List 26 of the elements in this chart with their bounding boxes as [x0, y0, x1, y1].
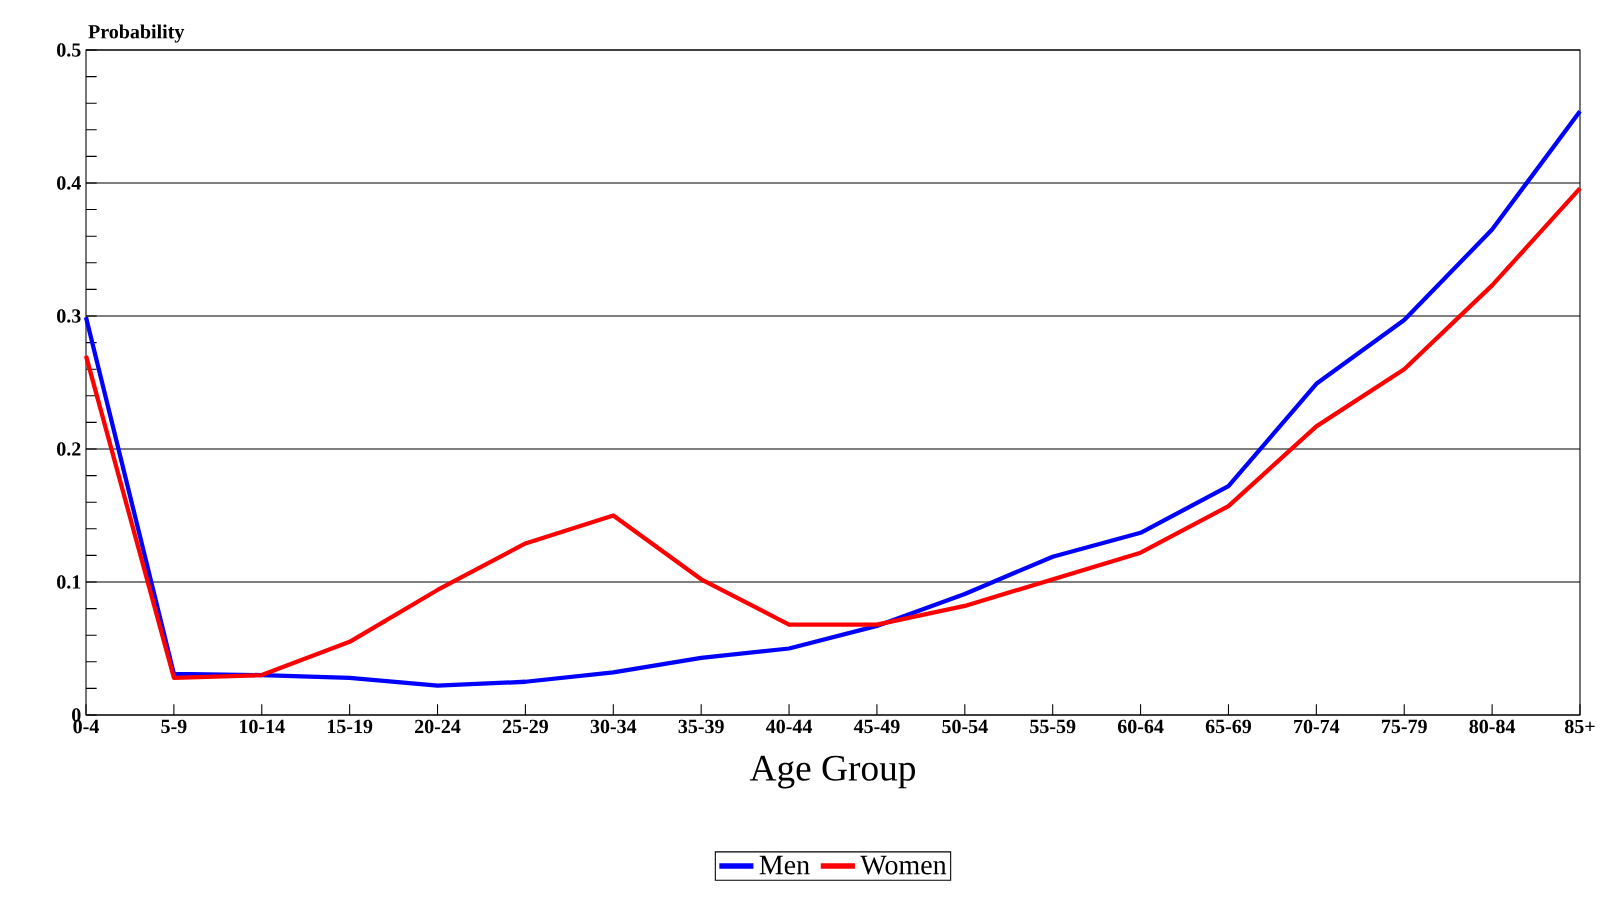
y-tick-label: 0.2 [57, 442, 81, 456]
x-tick-label: 75-79 [1382, 719, 1427, 734]
y-tick-label: 0.1 [57, 575, 81, 589]
x-tick-label: 20-24 [415, 719, 461, 734]
x-tick-label: 45-49 [853, 719, 900, 734]
x-tick-label: 10-14 [240, 719, 285, 734]
y-tick-label: 0.5 [57, 43, 81, 57]
x-tick-label: 60-64 [1117, 719, 1164, 734]
x-tick-label: 50-54 [942, 719, 988, 734]
y-tick-label: 0.3 [57, 309, 81, 323]
x-axis-title: Age Group [749, 755, 915, 789]
x-tick-label: 25-29 [502, 719, 548, 734]
x-tick-label: 30-34 [590, 719, 637, 734]
x-tick-label: 65-69 [1205, 719, 1252, 734]
x-tick-label: 5-9 [161, 719, 187, 734]
legend-label: Men [759, 855, 810, 875]
legend-label: Women [860, 855, 947, 875]
x-tick-label: 55-59 [1030, 719, 1076, 734]
x-tick-label: 70-74 [1294, 719, 1340, 734]
y-tick-label: 0.4 [57, 176, 81, 190]
y-axis-title: Probability [88, 24, 185, 43]
x-tick-label: 35-39 [678, 719, 724, 734]
x-tick-label: 85+ [1564, 719, 1595, 734]
x-tick-label: 80-84 [1469, 719, 1516, 734]
x-tick-label: 15-19 [327, 719, 373, 734]
x-tick-label: 40-44 [766, 719, 812, 734]
